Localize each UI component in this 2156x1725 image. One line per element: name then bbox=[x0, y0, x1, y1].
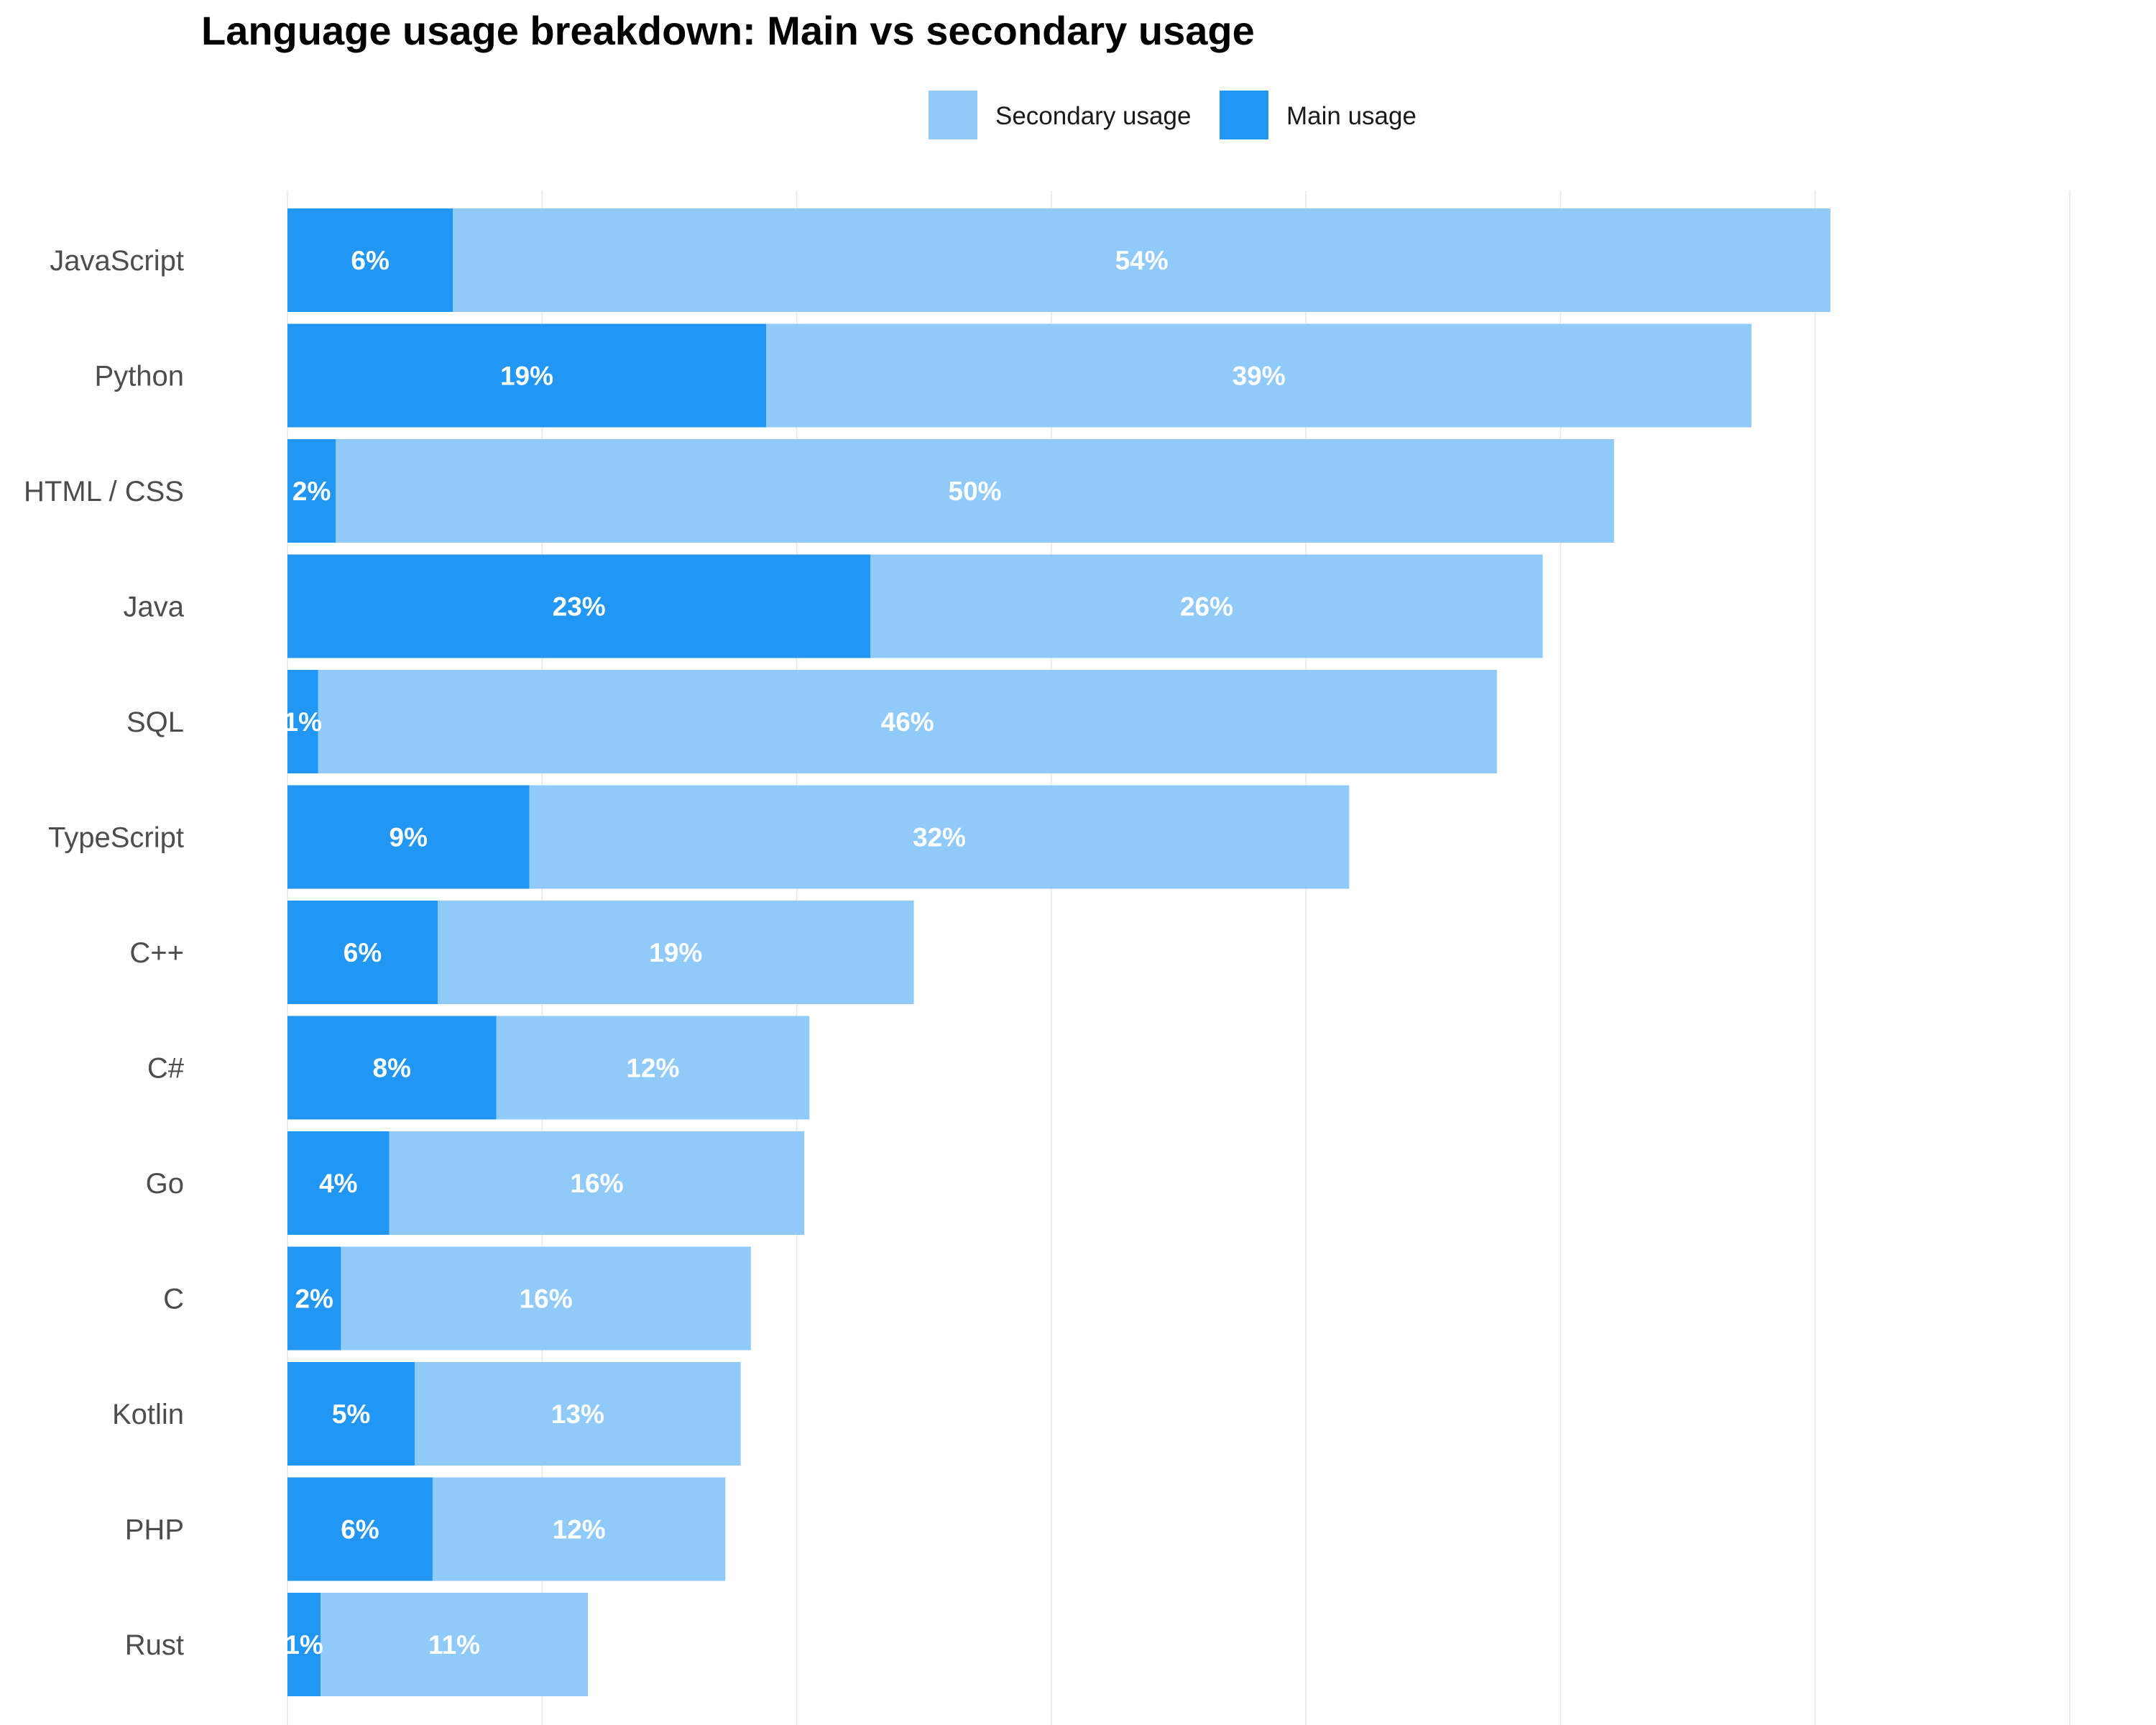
bar-label-main: 1% bbox=[284, 707, 322, 737]
category-label: HTML / CSS bbox=[24, 476, 184, 507]
bar-secondary bbox=[453, 208, 1830, 312]
bar-main bbox=[287, 785, 530, 889]
bar-label-main: 6% bbox=[341, 1515, 379, 1545]
bar-label-secondary: 16% bbox=[520, 1284, 573, 1314]
bar-label-main: 23% bbox=[553, 592, 606, 622]
bar-labels: 6% 54% 19% 39% 2% 50% 23% 26% 1% 46% 9% 32% 6% 19% 8% 1… bbox=[284, 246, 1286, 1660]
bar-secondary bbox=[341, 1246, 751, 1351]
bar-label-secondary: 46% bbox=[881, 707, 934, 737]
bar-main bbox=[287, 1477, 433, 1581]
bar-main bbox=[287, 208, 453, 312]
bar-label-secondary: 54% bbox=[1115, 246, 1169, 275]
category-labels: JavaScript Python HTML / CSS Java SQL TypeScr… bbox=[24, 245, 185, 1661]
bar-main bbox=[287, 1016, 497, 1120]
bar-label-secondary: 16% bbox=[570, 1169, 623, 1198]
bar-label-main: 1% bbox=[285, 1630, 323, 1660]
bars bbox=[287, 208, 1830, 1696]
category-label: C++ bbox=[129, 937, 184, 969]
bar-label-main: 2% bbox=[292, 477, 331, 506]
bar-label-main: 8% bbox=[373, 1054, 411, 1083]
bar-secondary bbox=[766, 323, 1752, 428]
bar-label-secondary: 13% bbox=[551, 1399, 604, 1429]
bar-label-secondary: 19% bbox=[649, 938, 702, 967]
category-label: TypeScript bbox=[48, 822, 184, 854]
bar-label-secondary: 50% bbox=[949, 477, 1002, 506]
bar-label-main: 5% bbox=[332, 1399, 370, 1429]
chart-title: Language usage breakdown: Main vs second… bbox=[201, 8, 1255, 53]
bar-secondary bbox=[321, 1593, 589, 1696]
bar-main bbox=[287, 554, 871, 658]
category-label: JavaScript bbox=[50, 245, 184, 277]
bar-main bbox=[287, 1131, 390, 1235]
category-label: Java bbox=[124, 592, 185, 623]
bar-secondary bbox=[432, 1477, 726, 1581]
legend-label-main: Main usage bbox=[1286, 102, 1416, 130]
bar-main bbox=[287, 670, 318, 773]
bar-label-secondary: 12% bbox=[626, 1054, 679, 1083]
legend-label-secondary: Secondary usage bbox=[995, 102, 1191, 130]
category-label: Rust bbox=[125, 1629, 184, 1661]
bar-secondary bbox=[415, 1362, 741, 1466]
bar-main bbox=[287, 901, 438, 1004]
category-label: C# bbox=[147, 1053, 185, 1085]
category-label: Python bbox=[94, 361, 184, 392]
category-label: C bbox=[163, 1284, 184, 1315]
bar-main bbox=[287, 1362, 415, 1466]
bar-label-main: 19% bbox=[500, 362, 553, 391]
bar-main bbox=[287, 439, 336, 543]
bar-label-main: 6% bbox=[344, 938, 382, 967]
bar-label-secondary: 32% bbox=[913, 823, 966, 852]
bar-secondary bbox=[438, 901, 914, 1004]
category-label: PHP bbox=[125, 1514, 184, 1546]
bar-label-main: 2% bbox=[295, 1284, 333, 1314]
bar-secondary bbox=[529, 785, 1350, 889]
legend: Secondary usage Main usage bbox=[929, 91, 1416, 139]
category-label: Kotlin bbox=[112, 1399, 184, 1430]
bar-label-main: 4% bbox=[319, 1169, 357, 1198]
bar-secondary bbox=[496, 1016, 810, 1120]
bar-main bbox=[287, 1246, 341, 1351]
bar-secondary bbox=[336, 439, 1614, 543]
legend-swatch-main bbox=[1220, 91, 1268, 139]
bar-main bbox=[287, 1593, 321, 1696]
bar-secondary bbox=[870, 554, 1543, 658]
bar-main bbox=[287, 323, 767, 428]
legend-swatch-secondary bbox=[929, 91, 977, 139]
bar-label-secondary: 11% bbox=[428, 1630, 480, 1660]
category-label: Go bbox=[146, 1168, 184, 1200]
category-label: SQL bbox=[126, 707, 184, 738]
bar-label-secondary: 39% bbox=[1233, 362, 1286, 391]
bar-label-main: 9% bbox=[390, 823, 428, 852]
bar-label-main: 6% bbox=[351, 246, 389, 275]
bar-label-secondary: 12% bbox=[553, 1515, 606, 1545]
bar-secondary bbox=[318, 670, 1497, 773]
bar-label-secondary: 26% bbox=[1180, 592, 1233, 622]
bar-secondary bbox=[389, 1131, 805, 1235]
